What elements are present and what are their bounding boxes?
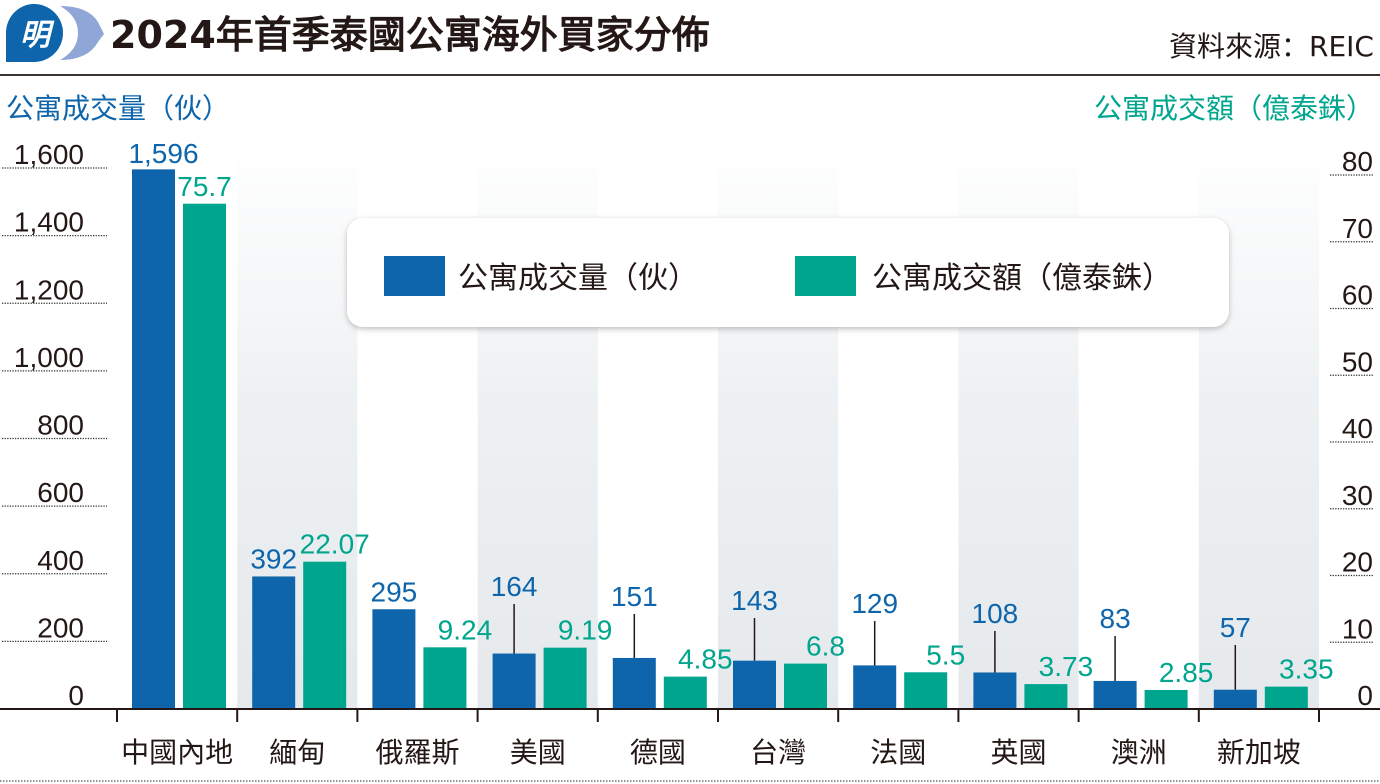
left-tick-label: 600	[37, 477, 84, 508]
bar-value	[663, 676, 707, 709]
right-tick-label: 60	[1342, 280, 1373, 311]
logo-tail-shape	[60, 6, 104, 60]
right-tick-label: 70	[1342, 213, 1373, 244]
left-tick-label: 0	[68, 680, 84, 711]
data-label-value: 2.85	[1159, 657, 1214, 688]
x-axis-label: 俄羅斯	[375, 736, 459, 769]
data-label-value: 6.8	[806, 631, 845, 662]
data-label-units: 83	[1100, 603, 1131, 634]
right-axis-title: 公寓成交額（億泰銖）	[1094, 92, 1374, 125]
bar-units	[252, 576, 296, 709]
bar-value	[303, 561, 347, 709]
x-axis-labels: 中國內地 緬甸 俄羅斯 美國 德國 台灣 法國 英國 澳洲 新加坡	[121, 736, 1301, 769]
right-tick-label: 80	[1342, 146, 1373, 177]
right-tick-label: 10	[1342, 613, 1373, 644]
bar-units	[1213, 689, 1257, 709]
legend-swatch-units	[384, 256, 445, 296]
right-axis-ticks: 0 10 20 30 40 50 60 70 80	[1330, 146, 1374, 711]
source-note: 資料來源：REIC	[1169, 30, 1374, 63]
right-tick-label: 40	[1342, 413, 1373, 444]
left-axis-title: 公寓成交量（伙）	[6, 92, 230, 125]
x-axis-label: 台灣	[750, 736, 806, 769]
x-axis-label: 德國	[630, 736, 686, 769]
right-tick-label: 20	[1342, 547, 1373, 578]
left-tick-label: 400	[37, 545, 84, 576]
legend-label-units: 公寓成交量（伙）	[458, 261, 698, 296]
left-axis-ticks: 0 200 400 600 800 1,000 1,200 1,400 1,600	[2, 139, 107, 711]
bar-value	[423, 647, 467, 709]
bar-value	[1024, 684, 1068, 709]
x-axis-label: 中國內地	[121, 736, 233, 769]
legend-box	[347, 218, 1229, 327]
bar-value	[1144, 689, 1188, 709]
bar-value	[543, 647, 587, 709]
data-label-units: 108	[972, 598, 1019, 629]
data-label-units: 1,596	[128, 138, 198, 169]
bar-units	[492, 653, 536, 709]
bar-value	[1264, 686, 1308, 709]
data-label-value: 22.07	[300, 529, 370, 560]
left-tick-label: 1,200	[14, 274, 84, 305]
x-axis-label: 英國	[990, 736, 1046, 769]
bar-units	[733, 660, 776, 709]
legend: 公寓成交量（伙） 公寓成交額（億泰銖）	[347, 218, 1229, 327]
x-axis-label: 法國	[870, 736, 926, 769]
x-axis-label: 新加坡	[1217, 736, 1301, 769]
x-axis-label: 緬甸	[269, 736, 325, 769]
left-tick-label: 800	[37, 410, 84, 441]
logo-text: 明	[20, 18, 55, 53]
data-label-value: 75.7	[177, 171, 232, 202]
bar-units	[1093, 680, 1137, 709]
data-label-value: 9.24	[438, 614, 493, 645]
left-tick-label: 1,600	[14, 139, 84, 170]
bar-value	[904, 672, 948, 709]
logo-bubble-shape	[6, 4, 63, 62]
label-leader-lines	[513, 604, 1237, 690]
bar-units	[973, 672, 1017, 709]
data-label-units: 295	[371, 576, 418, 607]
legend-swatch-value	[795, 256, 856, 296]
bar-units	[372, 609, 416, 709]
legend-label-value: 公寓成交額（億泰銖）	[872, 261, 1172, 296]
left-tick-label: 1,000	[14, 342, 84, 373]
right-tick-label: 30	[1342, 480, 1373, 511]
bar-value	[784, 663, 827, 709]
bar-units	[132, 169, 175, 710]
right-tick-label: 50	[1342, 346, 1373, 377]
right-tick-label: 0	[1357, 680, 1373, 711]
x-axis-ticks	[116, 709, 1320, 722]
x-axis-label: 澳洲	[1111, 736, 1167, 769]
logo: 明	[6, 4, 104, 62]
data-label-units: 392	[250, 543, 297, 574]
left-tick-label: 1,400	[14, 207, 84, 238]
data-label-units: 151	[611, 581, 658, 612]
chart-title: 2024年首季泰國公寓海外買家分佈	[110, 13, 710, 57]
x-axis-label: 美國	[510, 736, 566, 769]
bar-value	[183, 203, 226, 709]
bar-units	[612, 657, 656, 709]
left-tick-label: 200	[37, 612, 84, 643]
data-label-units: 57	[1220, 612, 1251, 643]
data-label-value: 3.73	[1039, 651, 1094, 682]
data-label-units: 143	[731, 585, 778, 616]
data-label-value: 4.85	[678, 644, 733, 675]
bar-units	[853, 665, 897, 709]
data-label-value: 3.35	[1279, 654, 1334, 685]
bars	[132, 169, 1308, 710]
data-label-units: 164	[491, 571, 538, 602]
data-label-value: 5.5	[926, 639, 965, 670]
data-label-units: 129	[851, 588, 898, 619]
data-label-value: 9.19	[558, 615, 613, 646]
